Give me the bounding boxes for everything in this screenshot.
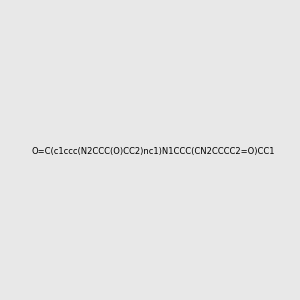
Text: O=C(c1ccc(N2CCC(O)CC2)nc1)N1CCC(CN2CCCC2=O)CC1: O=C(c1ccc(N2CCC(O)CC2)nc1)N1CCC(CN2CCCC2… <box>32 147 275 156</box>
